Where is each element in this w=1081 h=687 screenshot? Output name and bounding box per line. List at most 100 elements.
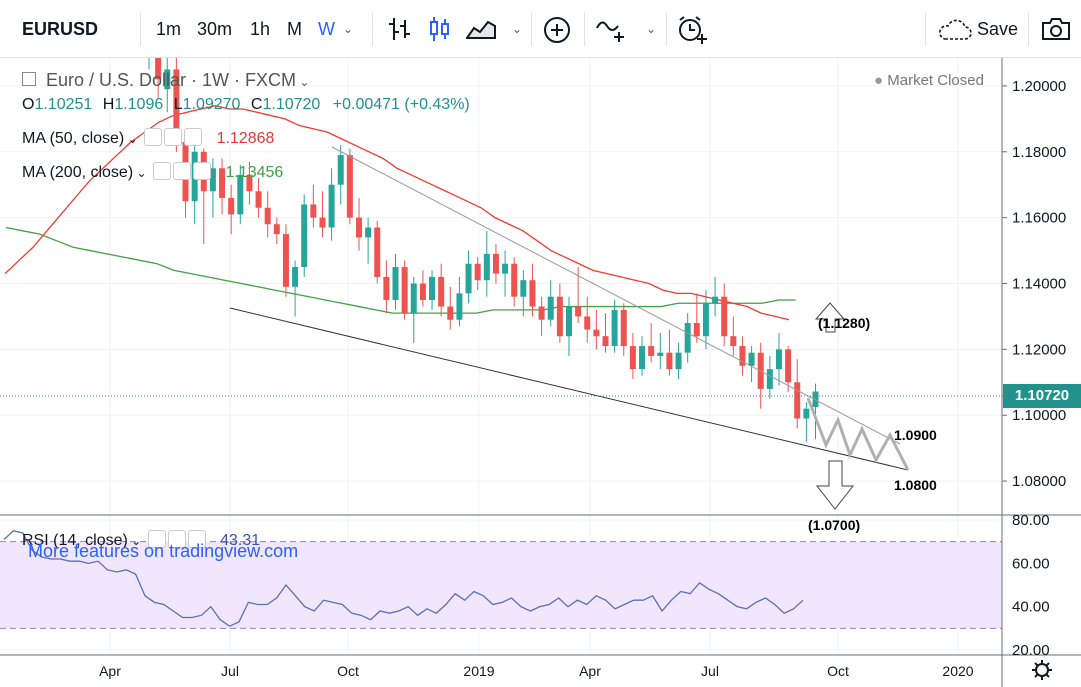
eye-icon[interactable]: [144, 128, 163, 146]
rsi-tick-label: 60.00: [1012, 555, 1050, 572]
change-value: +0.00471 (+0.43%): [332, 96, 470, 113]
high-label: H: [102, 96, 115, 113]
candle-body: [155, 58, 162, 80]
candle-body: [301, 204, 308, 268]
target-1280-label: (1.1280): [818, 315, 871, 331]
rsi-legend[interactable]: RSI (14, close) ⌄ 43.31: [22, 530, 260, 550]
time-tick-label: Oct: [337, 663, 359, 679]
indicator-dropdown-icon[interactable]: ⌄: [646, 22, 657, 36]
rsi-tick-label: 20.00: [1012, 642, 1050, 659]
bar-style-icon[interactable]: [388, 16, 412, 42]
alert-clock-icon[interactable]: [677, 16, 709, 46]
candle-body: [429, 276, 436, 300]
price-tick-label: 1.10000: [1012, 407, 1066, 424]
candle-body: [602, 336, 609, 347]
rsi-band-fill: [0, 541, 1002, 629]
candle-body: [511, 263, 518, 297]
eye-icon[interactable]: [147, 530, 166, 548]
candle-body: [328, 184, 335, 228]
close-icon[interactable]: [184, 128, 203, 146]
plus-circle-icon[interactable]: [543, 16, 571, 44]
target-0700-label: (1.0700): [808, 517, 861, 533]
area-icon[interactable]: [466, 16, 496, 42]
price-chart[interactable]: 1.20000 1.18000 1.16000 1.14000 1.12000 1.100…: [0, 58, 1081, 687]
candle-body: [438, 276, 445, 307]
candle-body: [547, 296, 554, 320]
ma50-legend[interactable]: MA (50, close) ⌄ 1.12868: [22, 128, 274, 148]
chevron-down-icon[interactable]: ⌄: [133, 166, 147, 180]
candle-body: [556, 296, 563, 337]
chevron-down-icon: ⌄: [296, 75, 310, 89]
time-tick-label: Jul: [221, 663, 239, 679]
eye-icon[interactable]: [153, 162, 171, 180]
open-value: 1.10251: [34, 96, 93, 113]
interval-1h-button[interactable]: 1h: [250, 19, 271, 39]
candle-body: [228, 197, 235, 215]
candle-body: [310, 204, 317, 218]
time-tick-label: Apr: [579, 663, 601, 679]
trendlines-layer: [229, 146, 910, 510]
lower-trendline: [229, 307, 909, 471]
candle-body: [693, 323, 700, 337]
chevron-down-icon[interactable]: ⌄: [127, 534, 142, 548]
gear-icon[interactable]: [173, 162, 191, 180]
save-button[interactable]: Save: [977, 19, 1019, 39]
interval-dropdown-icon[interactable]: ⌄: [343, 22, 354, 36]
candle-body: [465, 263, 472, 294]
candle-body: [620, 309, 627, 347]
candle-body: [611, 309, 618, 347]
toolbar-divider: [372, 12, 373, 46]
low-label: L: [173, 96, 183, 113]
price-axis[interactable]: 1.20000 1.18000 1.16000 1.14000 1.12000 1.100…: [1002, 78, 1066, 490]
open-label: O: [22, 96, 35, 113]
candle-body: [675, 352, 682, 370]
symbol-title: Euro / U.S. Dollar · 1W · FXCM: [46, 70, 297, 90]
interval-1m-button[interactable]: 1m: [156, 19, 182, 39]
collapse-icon[interactable]: [22, 72, 36, 86]
up-arrow-icon: [814, 302, 846, 333]
time-tick-label: 2019: [463, 663, 494, 679]
toolbar-divider: [531, 12, 532, 46]
candle-body: [392, 267, 399, 300]
candle-body: [721, 296, 728, 337]
ohlc-row: O1.10251 H1.1096 L1.09270 C1.10720 +0.00…: [22, 96, 470, 114]
ma200-legend[interactable]: MA (200, close) ⌄ 1.13456: [22, 162, 283, 182]
time-axis[interactable]: Apr Jul Oct 2019 Apr Jul Oct 2020: [99, 663, 974, 679]
price-tick-label: 1.12000: [1012, 341, 1066, 358]
settings-gear-icon[interactable]: [1032, 660, 1052, 680]
gear-icon[interactable]: [167, 530, 186, 548]
symbol-search-button[interactable]: EURUSD: [22, 19, 99, 39]
gear-icon[interactable]: [164, 128, 183, 146]
interval-30m-button[interactable]: 30m: [197, 19, 233, 39]
candle-body: [502, 263, 509, 274]
market-status: ● Market Closed: [874, 72, 984, 89]
candles-layer: [148, 58, 819, 442]
candle-body: [255, 191, 262, 208]
chart-title[interactable]: Euro / U.S. Dollar · 1W · FXCM ⌄: [22, 70, 309, 91]
toolbar-divider: [666, 12, 667, 46]
rsi-axis[interactable]: 80.00 60.00 40.00 20.00: [1012, 512, 1050, 659]
rsi-value: 43.31: [220, 532, 261, 549]
cloud-icon[interactable]: [937, 18, 973, 42]
chart-type-dropdown-icon[interactable]: ⌄: [512, 22, 523, 36]
candle-body: [401, 267, 408, 314]
chevron-down-icon[interactable]: ⌄: [124, 132, 138, 146]
status-dot-icon: ●: [874, 72, 888, 89]
interval-week-button[interactable]: W: [318, 19, 335, 39]
close-icon[interactable]: [193, 162, 211, 180]
candles-icon[interactable]: [428, 16, 452, 42]
candle-body: [785, 349, 792, 383]
indicator-icon[interactable]: [596, 16, 628, 44]
candle-body: [346, 155, 353, 218]
candle-body: [474, 263, 481, 281]
candle-body: [666, 352, 673, 370]
rsi-band: [0, 541, 1002, 629]
camera-icon[interactable]: [1041, 17, 1071, 41]
candle-body: [775, 349, 782, 370]
candle-body: [447, 306, 454, 320]
ma200-line: [5, 226, 796, 314]
interval-month-button[interactable]: M: [287, 19, 302, 39]
price-tick-label: 1.18000: [1012, 144, 1066, 161]
tradingview-watermark[interactable]: More features on tradingview.com: [28, 541, 299, 561]
candle-body: [575, 306, 582, 317]
